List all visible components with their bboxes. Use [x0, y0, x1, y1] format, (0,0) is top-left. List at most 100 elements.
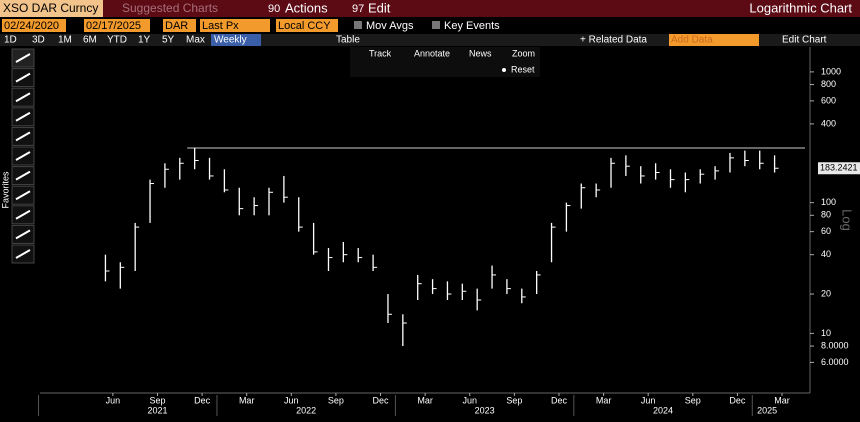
- year-label: 2025: [757, 405, 777, 415]
- x-tick-label: Mar: [239, 395, 255, 405]
- tool-icon[interactable]: [11, 185, 35, 205]
- period[interactable]: 5Y: [162, 35, 175, 46]
- icon-glyph: [15, 111, 31, 122]
- ticker: XSO DAR Curncy: [3, 1, 98, 15]
- period[interactable]: YTD: [107, 35, 127, 46]
- icon-glyph: [15, 72, 31, 83]
- y-tick-label: 600: [821, 95, 836, 105]
- year-label: 2024: [653, 405, 673, 415]
- x-tick-label: Jun: [462, 395, 477, 405]
- y-tick-label: 100: [821, 197, 836, 207]
- period[interactable]: 6M: [83, 35, 97, 46]
- tool-icon[interactable]: [11, 244, 35, 264]
- related[interactable]: + Related Data: [580, 35, 647, 46]
- tool-icon[interactable]: [11, 126, 35, 146]
- icon-glyph: [15, 229, 31, 240]
- tool-icon[interactable]: [11, 146, 35, 166]
- field-box[interactable]: [200, 19, 270, 32]
- tool-icon[interactable]: [11, 166, 35, 186]
- code: 97: [352, 3, 364, 15]
- chart-kind: Logarithmic Chart: [749, 0, 852, 15]
- key-events[interactable]: Key Events: [444, 20, 500, 32]
- price-bar: [253, 197, 259, 216]
- reset-icon: [502, 68, 506, 72]
- table[interactable]: Table: [336, 35, 360, 46]
- price-bar: [476, 288, 482, 311]
- period[interactable]: 1D: [4, 35, 17, 46]
- price-bar: [179, 157, 184, 180]
- field-box[interactable]: [276, 19, 338, 32]
- edit-chart[interactable]: Edit Chart: [782, 35, 827, 46]
- tool-icon[interactable]: [11, 87, 35, 107]
- chart-tool[interactable]: Annotate: [414, 48, 450, 58]
- y-tick-label: 40: [821, 249, 831, 259]
- icon-glyph: [15, 209, 31, 220]
- x-tick-label: Mar: [417, 395, 433, 405]
- date-box[interactable]: [2, 19, 66, 32]
- freq-box[interactable]: [211, 34, 261, 46]
- period[interactable]: 3D: [32, 35, 45, 46]
- price-bar: [654, 163, 660, 180]
- price-bar: [208, 157, 214, 180]
- price-bar: [327, 247, 333, 272]
- tool-icon[interactable]: [11, 205, 35, 225]
- tool-icon[interactable]: [11, 224, 35, 244]
- period[interactable]: 1M: [58, 35, 72, 46]
- price-bar: [357, 247, 363, 263]
- chart-tool[interactable]: Track: [369, 48, 392, 58]
- suggested[interactable]: Suggested Charts: [122, 1, 218, 15]
- y-axis-label: Log: [840, 209, 855, 231]
- price-bar: [550, 222, 556, 263]
- ticker-box[interactable]: [0, 0, 103, 17]
- tool-icon[interactable]: [11, 68, 35, 88]
- tool-icon[interactable]: [11, 107, 35, 127]
- price-bar: [744, 150, 749, 167]
- price-bar: [610, 157, 616, 188]
- chart-tool[interactable]: News: [469, 48, 492, 58]
- y-tick-label: 800: [821, 79, 836, 89]
- checkbox[interactable]: [354, 21, 362, 29]
- field-box[interactable]: [163, 19, 196, 32]
- period[interactable]: Max: [186, 35, 205, 46]
- y-tick-label: 6.0000: [821, 357, 849, 367]
- price-bar: [283, 175, 288, 203]
- code: 90: [268, 3, 280, 15]
- x-tick-label: Dec: [194, 395, 211, 405]
- price-bar: [640, 166, 645, 184]
- price-bar: [164, 163, 169, 188]
- price-bar: [387, 294, 392, 324]
- price-bar: [238, 187, 244, 216]
- date-box[interactable]: [84, 19, 150, 32]
- tool-icon[interactable]: [11, 48, 35, 68]
- actions[interactable]: Actions: [285, 0, 328, 15]
- x-tick-label: Jun: [284, 395, 299, 405]
- y-tick-label: 10: [821, 328, 831, 338]
- icon-glyph: [15, 190, 31, 201]
- year-label: 2021: [147, 405, 167, 415]
- price-bar: [699, 169, 705, 184]
- add-data: Add Data: [671, 35, 713, 46]
- price-bar: [312, 222, 318, 255]
- icon-glyph: [15, 249, 31, 259]
- period[interactable]: 1Y: [138, 35, 151, 46]
- price-bar: [446, 281, 452, 301]
- price-bar: [521, 288, 526, 304]
- price-bar: [134, 222, 140, 272]
- mov-avgs[interactable]: Mov Avgs: [366, 20, 414, 32]
- x-tick-label: Jun: [106, 395, 121, 405]
- x-tick-label: Sep: [149, 395, 165, 405]
- checkbox[interactable]: [432, 21, 440, 29]
- x-tick-label: Jun: [641, 395, 656, 405]
- reset[interactable]: Reset: [511, 64, 535, 74]
- favorites[interactable]: Favorites: [0, 171, 10, 209]
- title-bar: [0, 0, 860, 17]
- x-tick-label: Dec: [373, 395, 390, 405]
- field: Last Px: [202, 20, 239, 32]
- add-data-box[interactable]: [669, 34, 759, 46]
- edit[interactable]: Edit: [368, 0, 391, 15]
- frequency[interactable]: Weekly: [214, 35, 247, 46]
- price-bar: [431, 279, 437, 295]
- chart-tool[interactable]: Zoom: [512, 48, 535, 58]
- security: DAR: [165, 20, 188, 32]
